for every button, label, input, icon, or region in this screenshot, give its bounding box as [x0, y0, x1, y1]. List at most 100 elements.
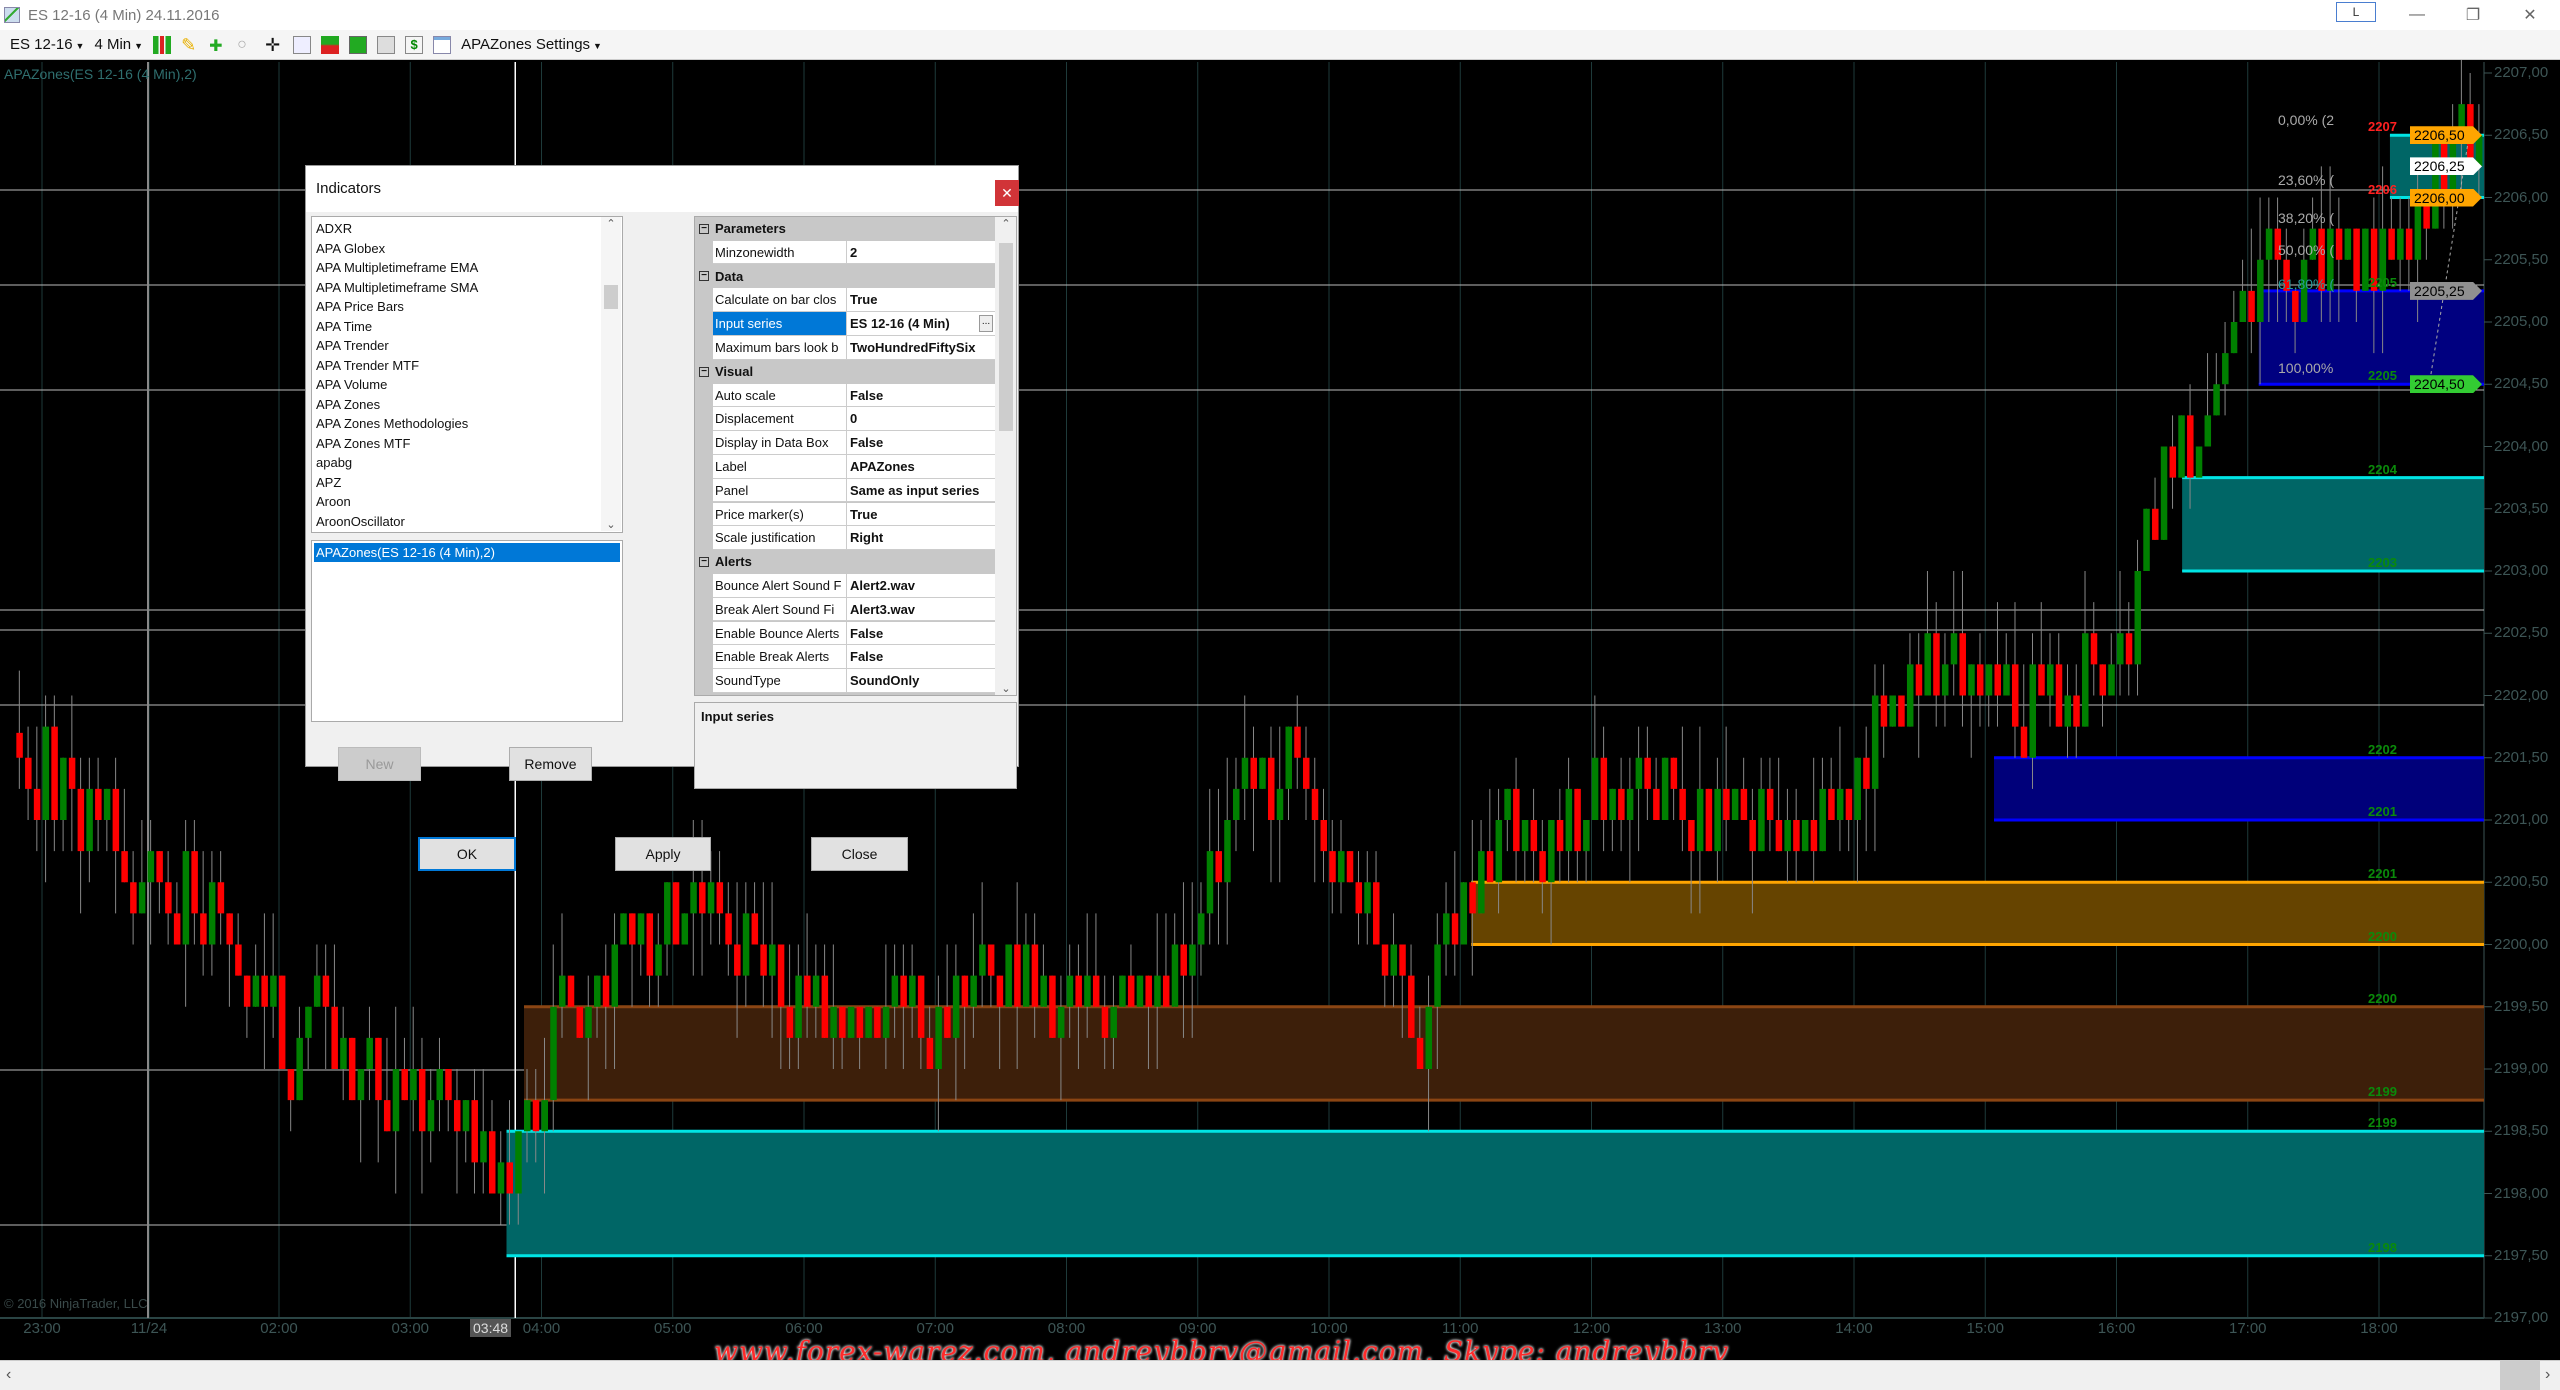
property-row[interactable]: Calculate on bar clos True: [695, 288, 995, 312]
scroll-thumb[interactable]: [2500, 1361, 2540, 1390]
minimize-icon[interactable]: —: [2409, 6, 2425, 23]
crosshair-icon[interactable]: ✛: [265, 34, 281, 55]
property-value[interactable]: 0: [847, 407, 995, 431]
property-value[interactable]: False: [847, 645, 995, 669]
property-scrollbar[interactable]: ⌃ ⌄: [995, 217, 1016, 695]
scroll-up-icon[interactable]: ⌃: [1001, 218, 1011, 230]
pencil-icon[interactable]: ✎: [181, 34, 197, 55]
bars-icon[interactable]: [321, 35, 340, 54]
interval-selector[interactable]: 4 Min ▼: [94, 36, 144, 53]
dollar-icon[interactable]: $: [405, 35, 424, 54]
property-row[interactable]: Enable Bounce Alerts False: [695, 621, 995, 646]
property-value[interactable]: Alert3.wav: [847, 597, 995, 622]
property-value[interactable]: Same as input series: [847, 478, 995, 503]
property-row[interactable]: Auto scale False: [695, 383, 995, 408]
scroll-left-icon[interactable]: ‹: [6, 1366, 12, 1383]
collapse-icon[interactable]: −: [699, 556, 709, 567]
property-value[interactable]: 2: [847, 240, 995, 265]
magnifier-icon[interactable]: [293, 35, 312, 54]
candles-icon[interactable]: [349, 35, 368, 54]
close-icon[interactable]: ✕: [995, 180, 1019, 206]
collapse-icon[interactable]: −: [699, 366, 709, 377]
close-icon[interactable]: ✕: [2523, 7, 2537, 24]
property-row[interactable]: Price marker(s) True: [695, 502, 995, 527]
property-row[interactable]: Minzonewidth 2: [695, 240, 995, 265]
indicator-list-item[interactable]: Aroon: [316, 494, 351, 509]
applied-indicator-item[interactable]: APAZones(ES 12-16 (4 Min),2): [314, 543, 620, 562]
zoom-in-icon[interactable]: ✚: [209, 37, 223, 55]
indicator-list-item[interactable]: APA Trender: [316, 338, 389, 353]
instrument-selector[interactable]: ES 12-16 ▼: [10, 36, 85, 53]
horizontal-scrollbar[interactable]: ‹ ›: [0, 1360, 2560, 1390]
property-row[interactable]: Enable Break Alerts False: [695, 645, 995, 669]
remove-button[interactable]: Remove: [509, 747, 592, 781]
new-button[interactable]: New: [338, 747, 421, 781]
property-category[interactable]: − Visual: [695, 359, 995, 384]
properties-icon[interactable]: [433, 35, 452, 54]
property-row[interactable]: Scale justification Right: [695, 526, 995, 550]
indicator-list-item[interactable]: APA Trender MTF: [316, 357, 420, 373]
property-row[interactable]: Input series ES 12-16 (4 Min)...: [695, 312, 995, 336]
dialog-close-button[interactable]: Close: [811, 837, 908, 871]
list-scrollbar[interactable]: ⌃ ⌄: [601, 217, 621, 531]
scroll-thumb[interactable]: [604, 285, 618, 309]
ok-button[interactable]: OK: [418, 837, 516, 871]
property-row[interactable]: Panel Same as input series: [695, 478, 995, 503]
scroll-down-icon[interactable]: ⌄: [606, 519, 616, 531]
layout-button[interactable]: L: [2336, 2, 2376, 22]
indicator-list[interactable]: ADXR APA Globex APA Multipletimeframe EMA A…: [311, 216, 623, 533]
collapse-icon[interactable]: −: [699, 271, 709, 282]
chart-icon[interactable]: [377, 35, 396, 54]
property-value[interactable]: False: [847, 621, 995, 646]
scroll-down-icon[interactable]: ⌄: [1001, 683, 1011, 695]
indicator-list-item[interactable]: APA Volume: [316, 377, 388, 392]
chart-style-icon[interactable]: [153, 35, 172, 54]
property-value[interactable]: False: [847, 431, 995, 455]
zoom-out-icon[interactable]: ○: [237, 35, 247, 53]
indicator-list-item[interactable]: APA Zones Methodologies: [316, 416, 469, 431]
candle-body: [1075, 975, 1082, 1007]
property-value[interactable]: APAZones: [847, 455, 995, 479]
restore-icon[interactable]: ❐: [2465, 7, 2481, 24]
collapse-icon[interactable]: −: [699, 223, 709, 234]
ellipsis-button[interactable]: ...: [979, 315, 993, 333]
indicator-list-item[interactable]: APA Time: [316, 318, 373, 334]
property-row[interactable]: Label APAZones: [695, 455, 995, 479]
indicator-list-item[interactable]: apabg: [316, 455, 353, 470]
property-value[interactable]: Alert2.wav: [847, 574, 995, 598]
property-value[interactable]: SoundOnly: [847, 669, 995, 693]
indicator-list-item[interactable]: APA Globex: [316, 240, 386, 256]
property-row[interactable]: Break Alert Sound Fi Alert3.wav: [695, 597, 995, 622]
indicator-list-item[interactable]: AroonOscillator: [316, 513, 405, 529]
indicator-list-item[interactable]: APA Zones MTF: [316, 435, 411, 451]
property-category[interactable]: − Data: [695, 264, 995, 289]
property-value[interactable]: ES 12-16 (4 Min): [847, 312, 995, 336]
scroll-up-icon[interactable]: ⌃: [606, 218, 616, 230]
property-value[interactable]: True: [847, 288, 995, 312]
indicator-list-item[interactable]: APA Zones: [316, 396, 381, 412]
property-row[interactable]: SoundType SoundOnly: [695, 669, 995, 693]
property-value[interactable]: Right: [847, 526, 995, 550]
scroll-right-icon[interactable]: ›: [2545, 1366, 2551, 1383]
property-category[interactable]: − Parameters: [695, 217, 995, 241]
property-category[interactable]: − Alerts: [695, 550, 995, 574]
candle-body: [1801, 820, 1809, 852]
property-grid[interactable]: − Parameters Minzonewidth 2− Data Calculate o…: [694, 216, 1017, 696]
applied-indicators-list[interactable]: APAZones(ES 12-16 (4 Min),2): [311, 540, 623, 722]
property-row[interactable]: Maximum bars look b TwoHundredFiftySix: [695, 336, 995, 360]
indicator-list-item[interactable]: APA Multipletimeframe EMA: [316, 260, 479, 275]
property-row[interactable]: Displacement 0: [695, 407, 995, 431]
apply-button[interactable]: Apply: [615, 837, 711, 871]
property-row[interactable]: Display in Data Box False: [695, 431, 995, 455]
indicator-list-item[interactable]: APA Price Bars: [316, 299, 404, 314]
property-row[interactable]: Bounce Alert Sound F Alert2.wav: [695, 574, 995, 598]
indicator-list-item[interactable]: ADXR: [316, 221, 353, 236]
property-value[interactable]: TwoHundredFiftySix: [847, 336, 995, 360]
apazones-settings-menu[interactable]: APAZones Settings ▼: [461, 36, 602, 53]
indicator-list-item[interactable]: APA Multipletimeframe SMA: [316, 279, 479, 295]
property-value[interactable]: True: [847, 502, 995, 527]
scroll-thumb[interactable]: [999, 243, 1013, 431]
indicator-list-item[interactable]: APZ: [316, 474, 342, 490]
property-value[interactable]: False: [847, 383, 995, 408]
zone-rect: [524, 1006, 2484, 1101]
